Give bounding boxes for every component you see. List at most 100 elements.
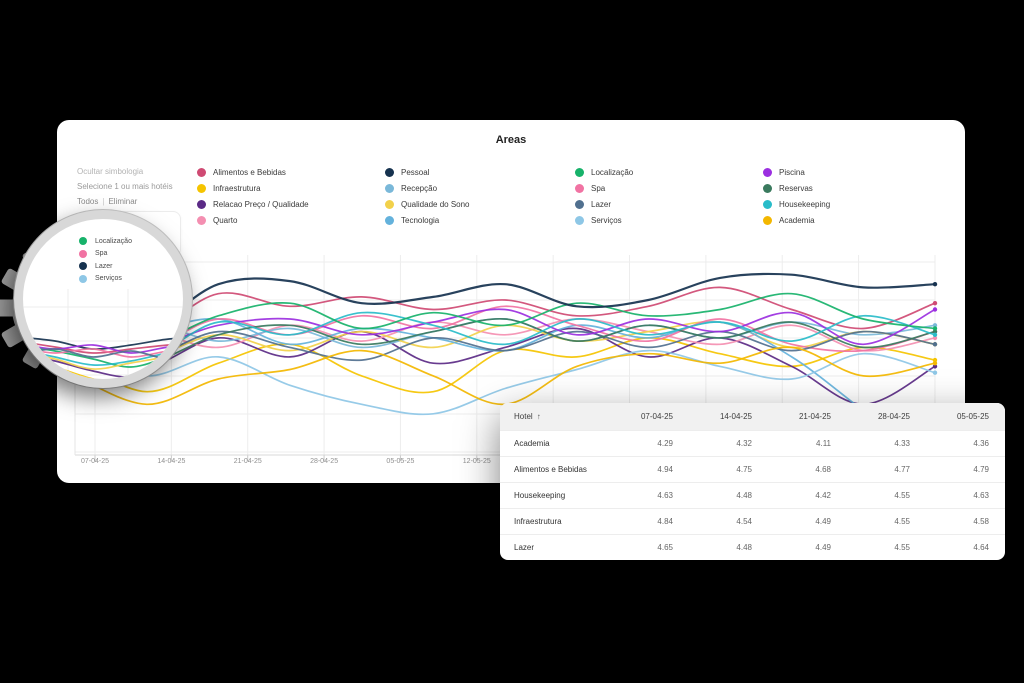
legend-item-tecnologia[interactable]: Tecnologia — [385, 212, 575, 228]
x-axis-label: 28-04-25 — [310, 458, 339, 465]
legend-dot-icon — [197, 215, 206, 225]
legend-dot-icon — [575, 167, 584, 177]
lens-series-line — [23, 336, 183, 350]
column-header-05-05-25[interactable]: 05-05-25 — [956, 411, 989, 421]
legend-dot-icon — [79, 274, 87, 283]
series-end-dot — [932, 300, 938, 306]
legend-item-housekeeping[interactable]: Housekeeping — [763, 196, 830, 212]
legend-dot-icon — [385, 167, 394, 177]
legend-dot-icon — [763, 183, 772, 193]
legend-item-qualidade-do-sono[interactable]: Qualidade do Sono — [385, 196, 575, 212]
series-end-dot — [932, 357, 938, 363]
column-header-07-04-25[interactable]: 07-04-25 — [640, 411, 673, 421]
header-label: Hotel — [514, 411, 533, 421]
magnifier-lens: Localização Spa Lazer Serviços — [14, 210, 192, 388]
series-line-spa — [74, 305, 936, 353]
clear-link[interactable]: Eliminar — [108, 197, 138, 206]
select-all-link[interactable]: Todos — [77, 197, 99, 206]
lens-series-line — [23, 359, 183, 379]
series-line-housekeeping — [74, 311, 936, 359]
cell-value: 4.49 — [815, 542, 831, 552]
column-header-28-04-25[interactable]: 28-04-25 — [877, 411, 910, 421]
legend-dot-icon — [575, 199, 584, 209]
areas-line-chart[interactable] — [57, 120, 965, 483]
legend-dot-icon — [79, 262, 87, 271]
legend-column: Piscina Reservas Housekeeping Academia — [763, 164, 830, 228]
legend-label: Alimentos e Bebidas — [213, 167, 286, 177]
series-end-dot — [932, 361, 938, 366]
hide-symbology-link[interactable]: Ocultar simbologia — [77, 167, 144, 176]
legend-dot-icon — [197, 199, 206, 209]
legend-item-spa[interactable]: Spa — [575, 180, 763, 196]
lens-series-line — [23, 357, 183, 379]
links-separator: | — [102, 197, 105, 206]
scores-table-card: Hotel ↑ 07-04-25 14-04-25 21-04-25 28-04-25 05… — [500, 403, 1005, 560]
column-header-14-04-25[interactable]: 14-04-25 — [719, 411, 752, 421]
chart-controls: Ocultar simbologia Selecione 1 ou mais h… — [77, 164, 173, 209]
table-row: Housekeeping 4.63 4.48 4.42 4.55 4.63 — [500, 482, 1005, 508]
cell-value: 4.32 — [736, 438, 752, 448]
table-row: Lazer 4.65 4.48 4.49 4.55 4.64 — [500, 534, 1005, 560]
cell-value: 4.79 — [973, 464, 989, 474]
series-line-relacao-preco-qualidade — [74, 327, 936, 406]
cell-value: 4.84 — [657, 516, 673, 526]
cell-value: 4.64 — [973, 542, 989, 552]
table-body: Academia 4.29 4.32 4.11 4.33 4.36 Alimentos e … — [500, 430, 1005, 560]
legend-label: Tecnologia — [401, 215, 440, 225]
legend-label: Qualidade do Sono — [401, 199, 470, 209]
cell-value: 4.75 — [736, 464, 752, 474]
legend-item-servicos[interactable]: Serviços — [575, 212, 763, 228]
legend-label: Reservas — [779, 183, 813, 193]
legend-item-quarto[interactable]: Quarto — [197, 212, 385, 228]
legend-item-alimentos-e-bebidas[interactable]: Alimentos e Bebidas — [197, 164, 385, 180]
legend-label: Housekeeping — [779, 199, 831, 209]
legend-item-lazer[interactable]: Lazer — [575, 196, 763, 212]
series-end-dot — [932, 370, 938, 375]
cell-value: 4.42 — [815, 490, 831, 500]
legend-item-academia[interactable]: Academia — [763, 212, 830, 228]
cell-value: 4.63 — [657, 490, 673, 500]
cell-value: 4.58 — [973, 516, 989, 526]
legend-item-relacao-preco-qualidade[interactable]: Relacao Preço / Qualidade — [197, 196, 385, 212]
lens-legend-item-lazer: Lazer — [79, 260, 132, 273]
legend-item-reservas[interactable]: Reservas — [763, 180, 830, 196]
cell-value: 4.65 — [657, 542, 673, 552]
column-header-21-04-25[interactable]: 21-04-25 — [798, 411, 831, 421]
cell-value: 4.49 — [815, 516, 831, 526]
series-line-servicos — [74, 349, 936, 416]
legend-item-pessoal[interactable]: Pessoal — [385, 164, 575, 180]
legend-label: Relacao Preço / Qualidade — [213, 199, 309, 209]
legend-item-recepcao[interactable]: Recepção — [385, 180, 575, 196]
legend-column: Localização Spa Lazer Serviços — [575, 164, 763, 228]
x-axis-label: 12-05-25 — [462, 458, 491, 465]
legend-label: Piscina — [779, 167, 805, 177]
select-hotels-hint: Selecione 1 ou mais hotéis — [77, 182, 173, 191]
scores-table: Hotel ↑ 07-04-25 14-04-25 21-04-25 28-04-25 05… — [500, 403, 1005, 560]
row-label: Academia — [514, 438, 550, 448]
legend-dot-icon — [197, 167, 206, 177]
table-header: Hotel ↑ 07-04-25 14-04-25 21-04-25 28-04-25 05… — [500, 403, 1005, 430]
chart-legend: Alimentos e Bebidas Infraestrutura Relacao… — [197, 164, 830, 228]
legend-dot-icon — [385, 199, 394, 209]
cell-value: 4.29 — [657, 438, 673, 448]
lens-legend-item-servicos: Serviços — [79, 273, 132, 286]
legend-label: Recepção — [401, 183, 438, 193]
x-axis-label: 14-04-25 — [157, 458, 186, 465]
legend-item-localizacao[interactable]: Localização — [575, 164, 763, 180]
series-end-dot — [932, 335, 938, 341]
row-label: Infraestrutura — [514, 516, 562, 526]
column-header-hotel[interactable]: Hotel ↑ — [500, 403, 610, 430]
lens-legend-item-localizacao: Localização — [79, 235, 132, 248]
legend-label: Lazer — [591, 199, 612, 209]
series-end-dot — [932, 282, 938, 287]
cell-value: 4.63 — [973, 490, 989, 500]
series-line-pessoal — [73, 272, 937, 332]
series-end-dot — [932, 307, 938, 312]
lens-series-line — [23, 349, 183, 366]
x-axis-label: 21-04-25 — [233, 458, 262, 465]
cell-value: 4.33 — [894, 438, 910, 448]
legend-item-piscina[interactable]: Piscina — [763, 164, 830, 180]
legend-item-infraestrutura[interactable]: Infraestrutura — [197, 180, 385, 196]
legend-dot-icon — [79, 237, 87, 246]
